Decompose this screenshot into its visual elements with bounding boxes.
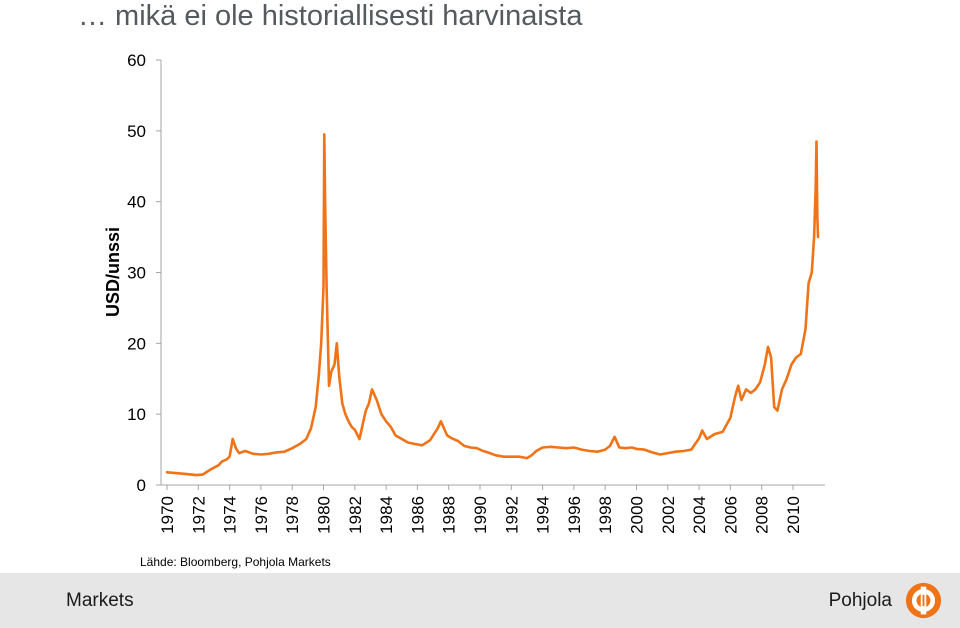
x-tick-label: 1998 (596, 496, 615, 534)
x-tick-label: 1982 (346, 496, 365, 534)
chart: USD/unssi 0 10 20 30 40 50 60 1970 1972 1974 1976… (103, 51, 825, 534)
y-tick-label: 0 (137, 476, 146, 495)
x-tick-label: 2004 (690, 496, 709, 534)
x-tick-label: 1990 (471, 496, 490, 534)
x-tick-label: 1994 (534, 496, 553, 534)
y-ticks: 0 10 20 30 40 50 60 (127, 51, 161, 495)
x-tick-label: 1996 (565, 496, 584, 534)
x-tick-label: 1988 (440, 496, 459, 534)
x-tick-label: 2010 (784, 496, 803, 534)
x-tick-label: 1974 (221, 496, 240, 534)
footer-pohjola-label: Pohjola (828, 590, 892, 611)
y-tick-label: 20 (127, 334, 146, 353)
y-tick-label: 10 (127, 405, 146, 424)
pohjola-logo-icon (905, 582, 942, 619)
x-tick-label: 1986 (408, 496, 427, 534)
x-tick-label: 2008 (753, 496, 772, 534)
x-ticks: 1970 1972 1974 1976 1978 1980 1982 1984 1986 1988… (158, 485, 803, 534)
y-axis-label: USD/unssi (103, 227, 123, 317)
footer-bar: Markets Pohjola (0, 573, 960, 628)
x-tick-label: 1984 (377, 496, 396, 534)
y-tick-label: 60 (127, 51, 146, 70)
slide-title: … mikä ei ole historiallisesti harvinais… (78, 0, 583, 32)
x-tick-label: 1992 (502, 496, 521, 534)
y-tick-label: 40 (127, 193, 146, 212)
gold-price-line (165, 133, 820, 477)
y-tick-label: 30 (127, 264, 146, 283)
x-tick-label: 1970 (158, 496, 177, 534)
x-tick-label: 2006 (721, 496, 740, 534)
x-tick-label: 1976 (252, 496, 271, 534)
footer-markets-label: Markets (66, 590, 134, 611)
x-tick-label: 2002 (659, 496, 678, 534)
x-tick-label: 2000 (628, 496, 647, 534)
x-tick-label: 1978 (283, 496, 302, 534)
y-tick-label: 50 (127, 122, 146, 141)
source-note: Lähde: Bloomberg, Pohjola Markets (140, 555, 331, 569)
x-tick-label: 1972 (189, 496, 208, 534)
x-tick-label: 1980 (315, 496, 334, 534)
